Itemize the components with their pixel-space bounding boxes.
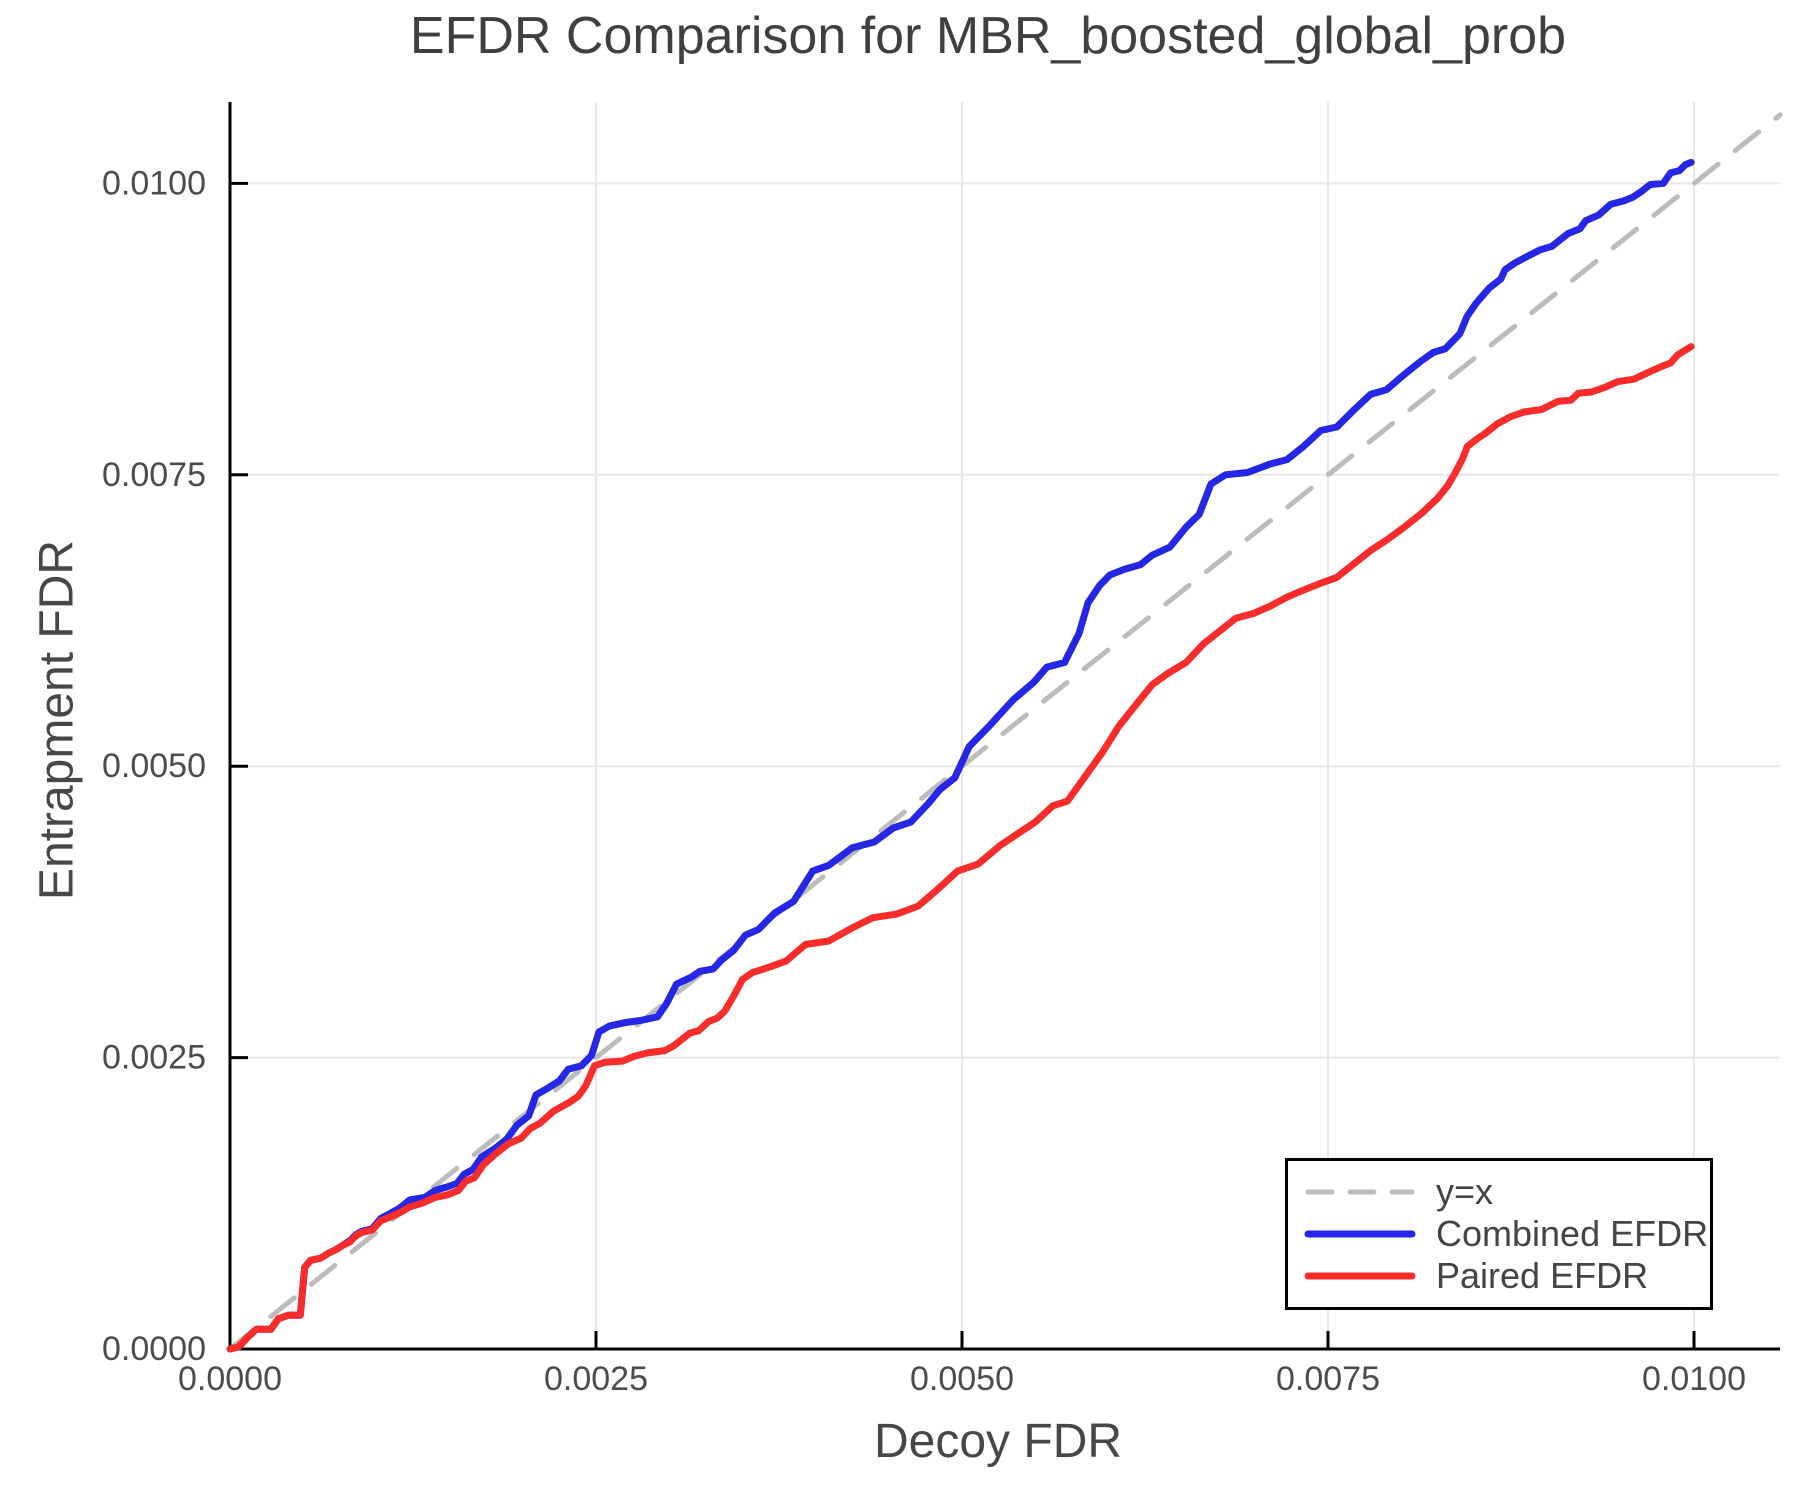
legend-entry-diagonal: y=x xyxy=(1304,1173,1710,1211)
y-tick-label: 0.0050 xyxy=(102,747,206,785)
combined-line-swatch xyxy=(1304,1230,1416,1238)
chart-title: EFDR Comparison for MBR_boosted_global_p… xyxy=(409,7,1567,65)
y-tick-label: 0.0075 xyxy=(102,456,206,494)
combined-efdr-line xyxy=(226,158,1695,1353)
diagonal-line-swatch xyxy=(1305,1189,1415,1195)
x-tick-label: 0.0100 xyxy=(1642,1360,1746,1398)
x-tick-label: 0.0000 xyxy=(178,1360,282,1398)
legend-label-combined: Combined EFDR xyxy=(1436,1213,1709,1254)
paired-efdr-line xyxy=(226,343,1695,1353)
x-tick-label: 0.0075 xyxy=(1276,1360,1380,1398)
identity-line xyxy=(227,112,1783,1352)
paired-line-swatch xyxy=(1304,1272,1416,1280)
y-tick-label: 0.0025 xyxy=(102,1039,206,1077)
legend-label-diagonal: y=x xyxy=(1436,1171,1494,1212)
x-tick-label: 0.0050 xyxy=(910,1360,1014,1398)
legend-entry-paired: Paired EFDR xyxy=(1304,1257,1710,1295)
legend-label-paired: Paired EFDR xyxy=(1436,1255,1649,1296)
y-tick-label: 0.0100 xyxy=(102,164,206,202)
legend: y=x Combined EFDR Paired EFDR xyxy=(1285,1158,1713,1310)
y-axis-label: Entrapment FDR xyxy=(30,539,84,901)
y-tick-label: 0.0000 xyxy=(102,1330,206,1368)
legend-entry-combined: Combined EFDR xyxy=(1304,1215,1710,1253)
x-axis-label: Decoy FDR xyxy=(873,1415,1123,1468)
x-tick-label: 0.0025 xyxy=(544,1360,648,1398)
